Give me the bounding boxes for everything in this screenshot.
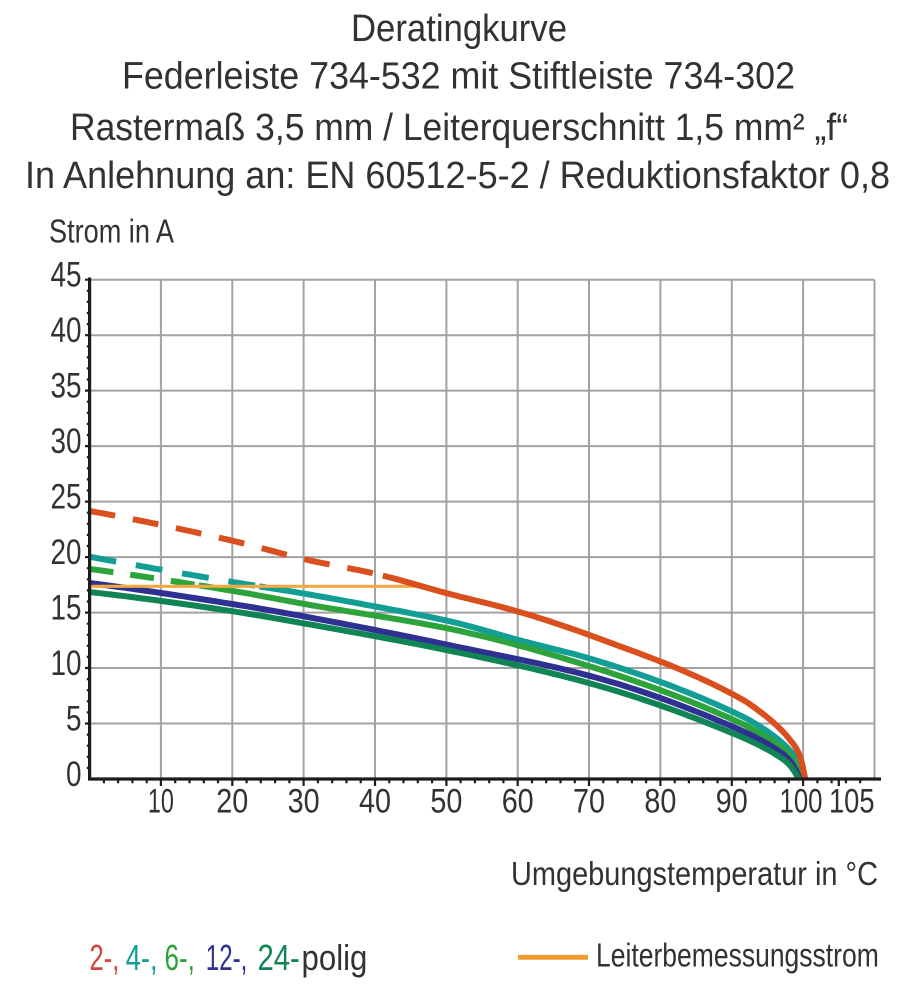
svg-text:50: 50 <box>430 783 462 821</box>
svg-text:In Anlehnung an: EN 60512-5-2: In Anlehnung an: EN 60512-5-2 / Reduktio… <box>25 155 890 197</box>
svg-text:Leiterbemessungsstrom: Leiterbemessungsstrom <box>596 937 879 974</box>
svg-text:70: 70 <box>573 783 605 821</box>
svg-text:40: 40 <box>359 783 391 821</box>
svg-text:0: 0 <box>66 755 82 794</box>
svg-text:12-,: 12-, <box>206 937 248 978</box>
svg-text:15: 15 <box>51 589 82 628</box>
svg-text:20: 20 <box>51 533 82 572</box>
svg-text:90: 90 <box>716 783 748 821</box>
svg-text:45: 45 <box>51 256 82 295</box>
svg-text:105: 105 <box>829 783 875 821</box>
svg-text:Rastermaß 3,5 mm / Leiterquers: Rastermaß 3,5 mm / Leiterquerschnitt 1,5… <box>70 107 848 149</box>
svg-text:30: 30 <box>51 422 82 461</box>
svg-text:10: 10 <box>148 783 174 821</box>
svg-text:Deratingkurve: Deratingkurve <box>351 8 567 50</box>
svg-text:Umgebungstemperatur in °C: Umgebungstemperatur in °C <box>511 855 878 892</box>
svg-text:5: 5 <box>66 700 82 739</box>
svg-text:40: 40 <box>51 311 82 350</box>
svg-text:Strom in A: Strom in A <box>49 213 174 250</box>
svg-text:polig: polig <box>302 937 368 978</box>
svg-text:100: 100 <box>780 783 823 821</box>
svg-text:20: 20 <box>216 783 248 821</box>
svg-text:35: 35 <box>51 367 82 406</box>
svg-text:Federleiste 734-532 mit Stiftl: Federleiste 734-532 mit Stiftleiste 734-… <box>122 56 795 98</box>
svg-text:2-,: 2-, <box>90 937 120 978</box>
svg-text:80: 80 <box>644 783 676 821</box>
svg-text:6-,: 6-, <box>165 937 195 978</box>
svg-text:60: 60 <box>502 783 534 821</box>
svg-text:4-,: 4-, <box>126 937 158 978</box>
svg-text:10: 10 <box>51 644 82 683</box>
svg-text:25: 25 <box>51 478 82 517</box>
svg-text:30: 30 <box>288 783 320 821</box>
svg-text:24-: 24- <box>258 937 300 978</box>
